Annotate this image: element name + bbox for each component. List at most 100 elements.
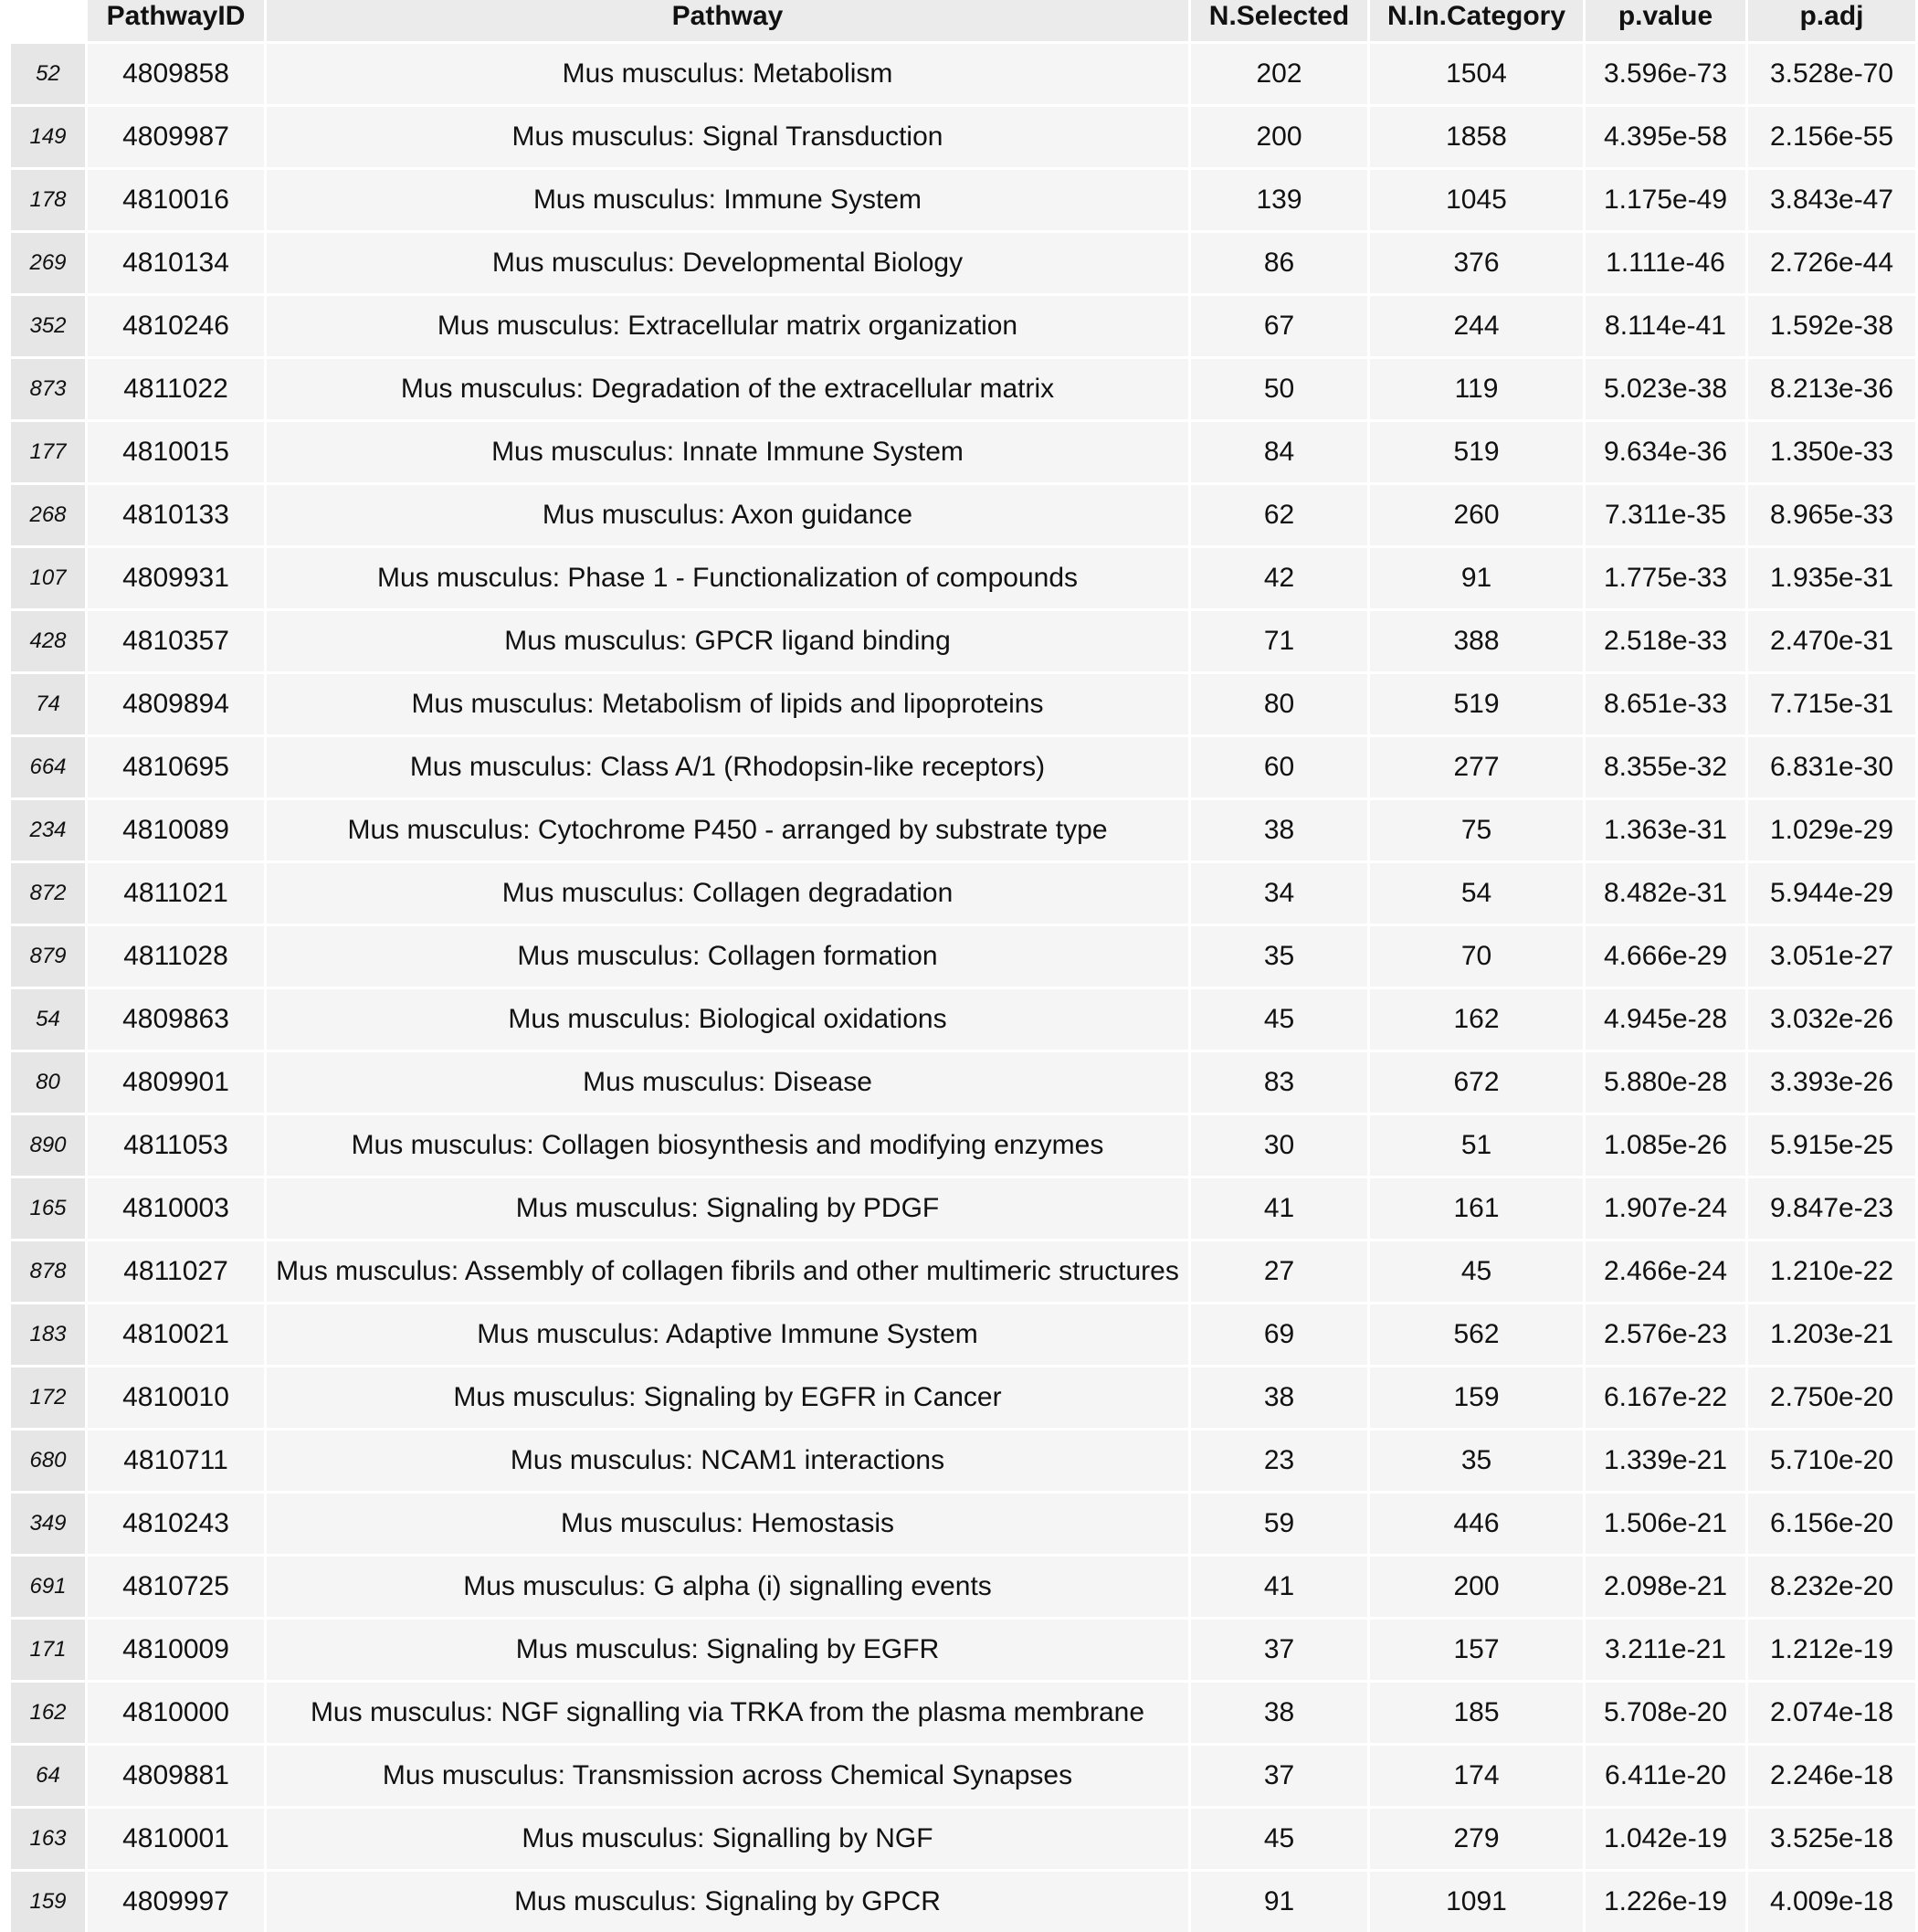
table-row[interactable]: 52 4809858 Mus musculus: Metabolism 202 1504…	[0, 41, 1918, 104]
table-row[interactable]: 162 4810000 Mus musculus: NGF signalling v…	[0, 1680, 1918, 1743]
cell-pathwayid: 4810001	[88, 1806, 267, 1869]
table-row[interactable]: 234 4810089 Mus musculus: Cytochrome P450 …	[0, 797, 1918, 860]
cell-p-adj: 1.212e-19	[1748, 1617, 1918, 1680]
table-row[interactable]: 54 4809863 Mus musculus: Biological oxidat…	[0, 987, 1918, 1050]
table-row[interactable]: 352 4810246 Mus musculus: Extracellular ma…	[0, 293, 1918, 356]
cell-n-in-category: 1504	[1370, 41, 1586, 104]
cell-n-selected: 84	[1191, 419, 1370, 482]
cell-pathway: Mus musculus: Metabolism	[267, 41, 1191, 104]
cell-p-adj: 7.715e-31	[1748, 671, 1918, 734]
cell-p-adj: 1.029e-29	[1748, 797, 1918, 860]
cell-pathwayid: 4810243	[88, 1491, 267, 1554]
cell-n-selected: 45	[1191, 1806, 1370, 1869]
cell-n-in-category: 45	[1370, 1239, 1586, 1302]
cell-n-selected: 60	[1191, 734, 1370, 797]
cell-p-value: 1.907e-24	[1586, 1176, 1748, 1239]
cell-n-selected: 30	[1191, 1113, 1370, 1176]
cell-n-in-category: 51	[1370, 1113, 1586, 1176]
cell-rownum: 268	[0, 482, 88, 545]
table-row[interactable]: 268 4810133 Mus musculus: Axon guidance 62 2…	[0, 482, 1918, 545]
table-row[interactable]: 680 4810711 Mus musculus: NCAM1 interactio…	[0, 1428, 1918, 1491]
cell-p-adj: 1.592e-38	[1748, 293, 1918, 356]
cell-p-value: 7.311e-35	[1586, 482, 1748, 545]
cell-p-value: 2.576e-23	[1586, 1302, 1748, 1365]
header-n-in-category[interactable]: N.In.Category	[1370, 0, 1586, 41]
cell-p-adj: 3.528e-70	[1748, 41, 1918, 104]
header-p-adj[interactable]: p.adj	[1748, 0, 1918, 41]
cell-pathway: Mus musculus: Collagen formation	[267, 924, 1191, 987]
cell-rownum: 52	[0, 41, 88, 104]
header-p-value[interactable]: p.value	[1586, 0, 1748, 41]
cell-n-selected: 67	[1191, 293, 1370, 356]
cell-rownum: 873	[0, 356, 88, 419]
header-pathwayid[interactable]: PathwayID	[88, 0, 267, 41]
cell-p-value: 8.355e-32	[1586, 734, 1748, 797]
cell-pathway: Mus musculus: GPCR ligand binding	[267, 608, 1191, 671]
cell-n-selected: 34	[1191, 860, 1370, 924]
cell-n-selected: 86	[1191, 230, 1370, 293]
cell-rownum: 149	[0, 104, 88, 167]
cell-rownum: 234	[0, 797, 88, 860]
table-row[interactable]: 349 4810243 Mus musculus: Hemostasis 59 446 1…	[0, 1491, 1918, 1554]
cell-p-value: 1.042e-19	[1586, 1806, 1748, 1869]
cell-pathway: Mus musculus: NCAM1 interactions	[267, 1428, 1191, 1491]
table-row[interactable]: 183 4810021 Mus musculus: Adaptive Immune …	[0, 1302, 1918, 1365]
cell-rownum: 74	[0, 671, 88, 734]
cell-p-value: 3.596e-73	[1586, 41, 1748, 104]
cell-rownum: 172	[0, 1365, 88, 1428]
cell-pathway: Mus musculus: Phase 1 - Functionalizatio…	[267, 545, 1191, 608]
cell-p-value: 1.506e-21	[1586, 1491, 1748, 1554]
cell-n-in-category: 159	[1370, 1365, 1586, 1428]
cell-n-in-category: 162	[1370, 987, 1586, 1050]
cell-n-selected: 37	[1191, 1617, 1370, 1680]
table-row[interactable]: 664 4810695 Mus musculus: Class A/1 (Rhodo…	[0, 734, 1918, 797]
header-n-selected[interactable]: N.Selected	[1191, 0, 1370, 41]
header-pathway[interactable]: Pathway	[267, 0, 1191, 41]
cell-n-in-category: 279	[1370, 1806, 1586, 1869]
table-row[interactable]: 269 4810134 Mus musculus: Developmental Bi…	[0, 230, 1918, 293]
cell-n-in-category: 388	[1370, 608, 1586, 671]
cell-p-adj: 9.847e-23	[1748, 1176, 1918, 1239]
cell-n-selected: 83	[1191, 1050, 1370, 1113]
table-row[interactable]: 879 4811028 Mus musculus: Collagen formati…	[0, 924, 1918, 987]
table-row[interactable]: 172 4810010 Mus musculus: Signaling by EGF…	[0, 1365, 1918, 1428]
cell-rownum: 80	[0, 1050, 88, 1113]
cell-n-selected: 59	[1191, 1491, 1370, 1554]
table-row[interactable]: 890 4811053 Mus musculus: Collagen biosynt…	[0, 1113, 1918, 1176]
table-row[interactable]: 165 4810003 Mus musculus: Signaling by PDG…	[0, 1176, 1918, 1239]
table-row[interactable]: 691 4810725 Mus musculus: G alpha (i) sign…	[0, 1554, 1918, 1617]
table-row[interactable]: 74 4809894 Mus musculus: Metabolism of lip…	[0, 671, 1918, 734]
table-row[interactable]: 177 4810015 Mus musculus: Innate Immune Sy…	[0, 419, 1918, 482]
table-row[interactable]: 872 4811021 Mus musculus: Collagen degrada…	[0, 860, 1918, 924]
cell-n-selected: 91	[1191, 1869, 1370, 1932]
cell-pathway: Mus musculus: Adaptive Immune System	[267, 1302, 1191, 1365]
cell-n-in-category: 672	[1370, 1050, 1586, 1113]
cell-p-adj: 2.470e-31	[1748, 608, 1918, 671]
cell-pathwayid: 4810021	[88, 1302, 267, 1365]
cell-n-selected: 41	[1191, 1554, 1370, 1617]
cell-pathwayid: 4810089	[88, 797, 267, 860]
table-row[interactable]: 159 4809997 Mus musculus: Signaling by GPC…	[0, 1869, 1918, 1932]
cell-p-value: 5.880e-28	[1586, 1050, 1748, 1113]
table-row[interactable]: 178 4810016 Mus musculus: Immune System 139…	[0, 167, 1918, 230]
table-row[interactable]: 107 4809931 Mus musculus: Phase 1 - Functi…	[0, 545, 1918, 608]
table-row[interactable]: 80 4809901 Mus musculus: Disease 83 672 5.880…	[0, 1050, 1918, 1113]
table-row[interactable]: 163 4810001 Mus musculus: Signalling by NG…	[0, 1806, 1918, 1869]
table-row[interactable]: 171 4810009 Mus musculus: Signaling by EGF…	[0, 1617, 1918, 1680]
cell-p-adj: 3.393e-26	[1748, 1050, 1918, 1113]
cell-p-adj: 3.032e-26	[1748, 987, 1918, 1050]
table-row[interactable]: 878 4811027 Mus musculus: Assembly of coll…	[0, 1239, 1918, 1302]
table-row[interactable]: 873 4811022 Mus musculus: Degradation of t…	[0, 356, 1918, 419]
cell-rownum: 691	[0, 1554, 88, 1617]
table-row[interactable]: 64 4809881 Mus musculus: Transmission acro…	[0, 1743, 1918, 1806]
cell-pathwayid: 4810134	[88, 230, 267, 293]
cell-p-adj: 1.210e-22	[1748, 1239, 1918, 1302]
cell-pathwayid: 4809901	[88, 1050, 267, 1113]
table-row[interactable]: 149 4809987 Mus musculus: Signal Transduct…	[0, 104, 1918, 167]
cell-pathway: Mus musculus: Immune System	[267, 167, 1191, 230]
cell-n-selected: 80	[1191, 671, 1370, 734]
cell-p-value: 1.775e-33	[1586, 545, 1748, 608]
cell-n-selected: 200	[1191, 104, 1370, 167]
cell-pathway: Mus musculus: NGF signalling via TRKA fr…	[267, 1680, 1191, 1743]
table-row[interactable]: 428 4810357 Mus musculus: GPCR ligand bind…	[0, 608, 1918, 671]
